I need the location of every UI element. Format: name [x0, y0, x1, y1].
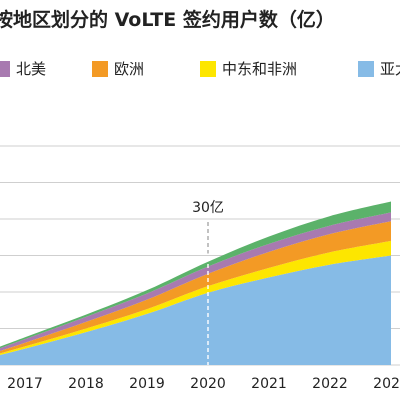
x-tick-label: 2017	[7, 376, 43, 392]
legend-item-europe: 欧洲	[92, 58, 144, 79]
legend-item-middle-east-africa: 中东和非洲	[200, 58, 297, 79]
chart-title: 按地区划分的 VoLTE 签约用户数（亿）	[0, 9, 335, 31]
area-series-4	[0, 201, 391, 349]
area-series-1	[0, 240, 391, 355]
legend: 北美 欧洲 中东和非洲 亚太	[0, 58, 400, 84]
annotation-label: 30亿	[192, 200, 224, 216]
legend-label-europe: 欧洲	[114, 60, 145, 78]
x-tick-label: 2023	[373, 376, 400, 392]
legend-label-north-america: 北美	[16, 60, 47, 78]
legend-swatch-asia-pacific	[358, 60, 374, 77]
x-tick-label: 2022	[312, 376, 348, 392]
x-tick-label: 2018	[68, 376, 104, 392]
legend-swatch-middle-east-africa	[200, 60, 216, 77]
legend-item-asia-pacific: 亚太	[358, 58, 400, 79]
legend-item-north-america: 北美	[0, 58, 46, 79]
x-tick-label: 2019	[129, 376, 165, 392]
area-series-0	[0, 255, 391, 365]
legend-swatch-europe	[92, 60, 108, 77]
legend-swatch-north-america	[0, 60, 10, 77]
legend-label-middle-east-africa: 中东和非洲	[222, 60, 298, 78]
area-series-3	[0, 212, 391, 352]
x-tick-label: 2020	[190, 376, 226, 392]
x-tick-label: 2021	[251, 376, 287, 392]
legend-label-asia-pacific: 亚太	[380, 60, 400, 78]
area-series-2	[0, 221, 391, 354]
